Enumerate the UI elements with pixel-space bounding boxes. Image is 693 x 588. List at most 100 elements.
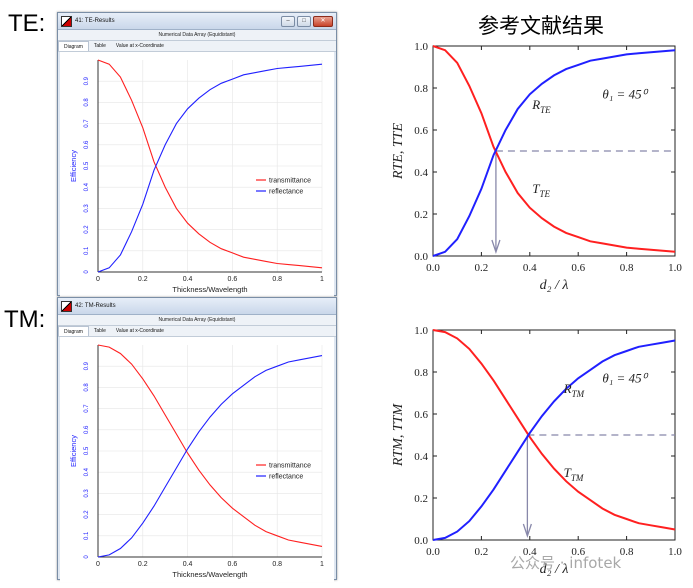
tab-table[interactable]: Table bbox=[93, 328, 106, 334]
crossing-arrow bbox=[522, 523, 532, 539]
y-tick-label: 0.4 bbox=[84, 467, 90, 476]
y-tick-label: 0.9 bbox=[84, 361, 90, 370]
x-tick-label: 1.0 bbox=[668, 546, 682, 558]
te-results-window[interactable]: 41: TE-Results – □ ✕ Numerical Data Arra… bbox=[57, 12, 337, 297]
x-tick-label: 0.6 bbox=[571, 262, 585, 274]
x-tick-label: 0.0 bbox=[426, 262, 440, 274]
array-header: Numerical Data Array (Equidistant) bbox=[58, 315, 336, 326]
y-axis-label: Efficiency bbox=[69, 150, 78, 182]
x-tick-label: 0.6 bbox=[228, 276, 238, 283]
x-axis-label: d₂ / λ bbox=[540, 278, 569, 293]
y-tick-label: 0.3 bbox=[84, 204, 90, 213]
tab-table[interactable]: Table bbox=[93, 43, 106, 49]
y-tick-label: 0.8 bbox=[84, 383, 90, 392]
tab-diagram[interactable]: Diagram bbox=[58, 326, 89, 336]
app-icon bbox=[61, 300, 72, 312]
x-axis-label: Thickness/Wavelength bbox=[172, 285, 247, 294]
tm-results-window[interactable]: 42: TM-Results Numerical Data Array (Equ… bbox=[57, 297, 337, 582]
y-tick-label: 0.6 bbox=[84, 140, 90, 149]
transmittance-curve bbox=[432, 45, 676, 253]
x-axis-label: d₂ / λ bbox=[540, 562, 569, 577]
minimize-button[interactable]: – bbox=[281, 15, 295, 27]
series-line-transmittance bbox=[97, 344, 323, 547]
y-tick-label: 0.6 bbox=[84, 425, 90, 434]
x-tick-label: 0.2 bbox=[475, 546, 489, 558]
plot-frame bbox=[432, 45, 676, 257]
reflectance-curve bbox=[432, 49, 676, 257]
x-tick-label: 0.4 bbox=[183, 276, 193, 283]
x-tick-label: 0 bbox=[96, 561, 100, 568]
series-line-reflectance bbox=[97, 63, 323, 273]
x-tick-label: 1 bbox=[320, 276, 324, 283]
y-tick-label: 0.1 bbox=[84, 246, 90, 255]
x-tick-label: 1.0 bbox=[668, 262, 682, 274]
maximize-button[interactable]: □ bbox=[297, 15, 311, 27]
reflectance-curve bbox=[432, 339, 676, 541]
y-tick-label: 0 bbox=[84, 555, 90, 559]
y-tick-label: 1.0 bbox=[414, 325, 428, 337]
x-tick-label: 0.4 bbox=[183, 561, 193, 568]
y-tick-label: 0.4 bbox=[414, 167, 428, 179]
y-axis-label: RTE, TTE bbox=[391, 123, 406, 180]
y-tick-label: 0.0 bbox=[414, 251, 428, 263]
y-tick-label: 0.8 bbox=[84, 98, 90, 107]
x-tick-label: 1 bbox=[320, 561, 324, 568]
te-efficiency-chart: 0 0.1 0.2 0.3 0.4 0.5 0.6 0.7 0.8 0.9 0 0.2 0.4 0.6 0.… bbox=[69, 59, 324, 294]
x-tick-label: 0.4 bbox=[523, 546, 537, 558]
diagram-plot-area[interactable]: 0 0.1 0.2 0.3 0.4 0.5 0.6 0.7 0.8 0.9 0 0.2 0.4 0.6 0.… bbox=[60, 337, 334, 582]
legend-label: reflectance bbox=[269, 474, 303, 481]
legend-label: transmittance bbox=[269, 463, 311, 470]
y-tick-label: 0 bbox=[84, 270, 90, 274]
y-tick-label: 0.7 bbox=[84, 119, 90, 128]
x-tick-label: 0.0 bbox=[426, 546, 440, 558]
tab-diagram[interactable]: Diagram bbox=[58, 41, 89, 51]
x-tick-label: 0.4 bbox=[523, 262, 537, 274]
x-tick-label: 0.8 bbox=[272, 276, 282, 283]
x-tick-label: 0.2 bbox=[138, 276, 148, 283]
x-tick-label: 0.8 bbox=[272, 561, 282, 568]
y-tick-label: 0.7 bbox=[84, 404, 90, 413]
tab-value-at-x[interactable]: Value at x-Coordinate bbox=[115, 328, 164, 334]
array-header: Numerical Data Array (Equidistant) bbox=[58, 30, 336, 41]
angle-annotation: θ₁ = 45⁰ bbox=[602, 371, 648, 386]
legend-label: transmittance bbox=[269, 178, 311, 185]
x-tick-label: 0.6 bbox=[228, 561, 238, 568]
series-line-transmittance bbox=[97, 59, 323, 269]
y-tick-label: 0.2 bbox=[84, 225, 90, 234]
window-title: 41: TE-Results bbox=[75, 18, 115, 24]
x-tick-label: 0.2 bbox=[138, 561, 148, 568]
close-button[interactable]: ✕ bbox=[313, 15, 333, 27]
y-axis-label: Efficiency bbox=[69, 435, 78, 467]
y-tick-label: 0.8 bbox=[414, 367, 428, 379]
y-tick-label: 0.4 bbox=[414, 451, 428, 463]
y-tick-label: 0.6 bbox=[414, 409, 428, 421]
crossing-arrow bbox=[491, 239, 501, 255]
y-tick-label: 0.3 bbox=[84, 489, 90, 498]
app-icon bbox=[61, 15, 72, 27]
tab-bar: Diagram Table Value at x-Coordinate bbox=[58, 326, 336, 337]
x-tick-label: 0.2 bbox=[475, 262, 489, 274]
y-tick-label: 0.0 bbox=[414, 535, 428, 547]
series-line-reflectance bbox=[97, 355, 323, 558]
y-tick-label: 0.2 bbox=[414, 493, 428, 505]
window-titlebar[interactable]: 41: TE-Results – □ ✕ bbox=[58, 13, 336, 30]
window-title: 42: TM-Results bbox=[75, 303, 116, 309]
angle-annotation: θ₁ = 45⁰ bbox=[602, 87, 648, 102]
y-tick-label: 0.5 bbox=[84, 446, 90, 455]
te-label: TE: bbox=[8, 10, 46, 37]
y-tick-label: 0.2 bbox=[84, 510, 90, 519]
reflectance-annotation: RTE bbox=[531, 97, 551, 115]
y-tick-label: 0.2 bbox=[414, 209, 428, 221]
tab-value-at-x[interactable]: Value at x-Coordinate bbox=[115, 43, 164, 49]
te-reference-chart: 0.0 0.2 0.4 0.6 0.8 1.0 0.0 0.2 0.4 0.6 0.8 1.0 θ₁ =… bbox=[391, 41, 682, 293]
watermark: 公众号 · infotek bbox=[510, 554, 622, 572]
tm-label: TM: bbox=[4, 306, 46, 333]
y-tick-label: 1.0 bbox=[414, 41, 428, 53]
y-tick-label: 0.6 bbox=[414, 125, 428, 137]
transmittance-curve bbox=[432, 329, 676, 531]
reflectance-annotation: RTM bbox=[563, 381, 585, 399]
diagram-plot-area[interactable]: 0 0.1 0.2 0.3 0.4 0.5 0.6 0.7 0.8 0.9 0 0.2 0.4 0.6 0.… bbox=[60, 52, 334, 297]
y-tick-label: 0.4 bbox=[84, 182, 90, 191]
window-titlebar[interactable]: 42: TM-Results bbox=[58, 298, 336, 315]
y-axis-label: RTM, TTM bbox=[391, 403, 406, 468]
